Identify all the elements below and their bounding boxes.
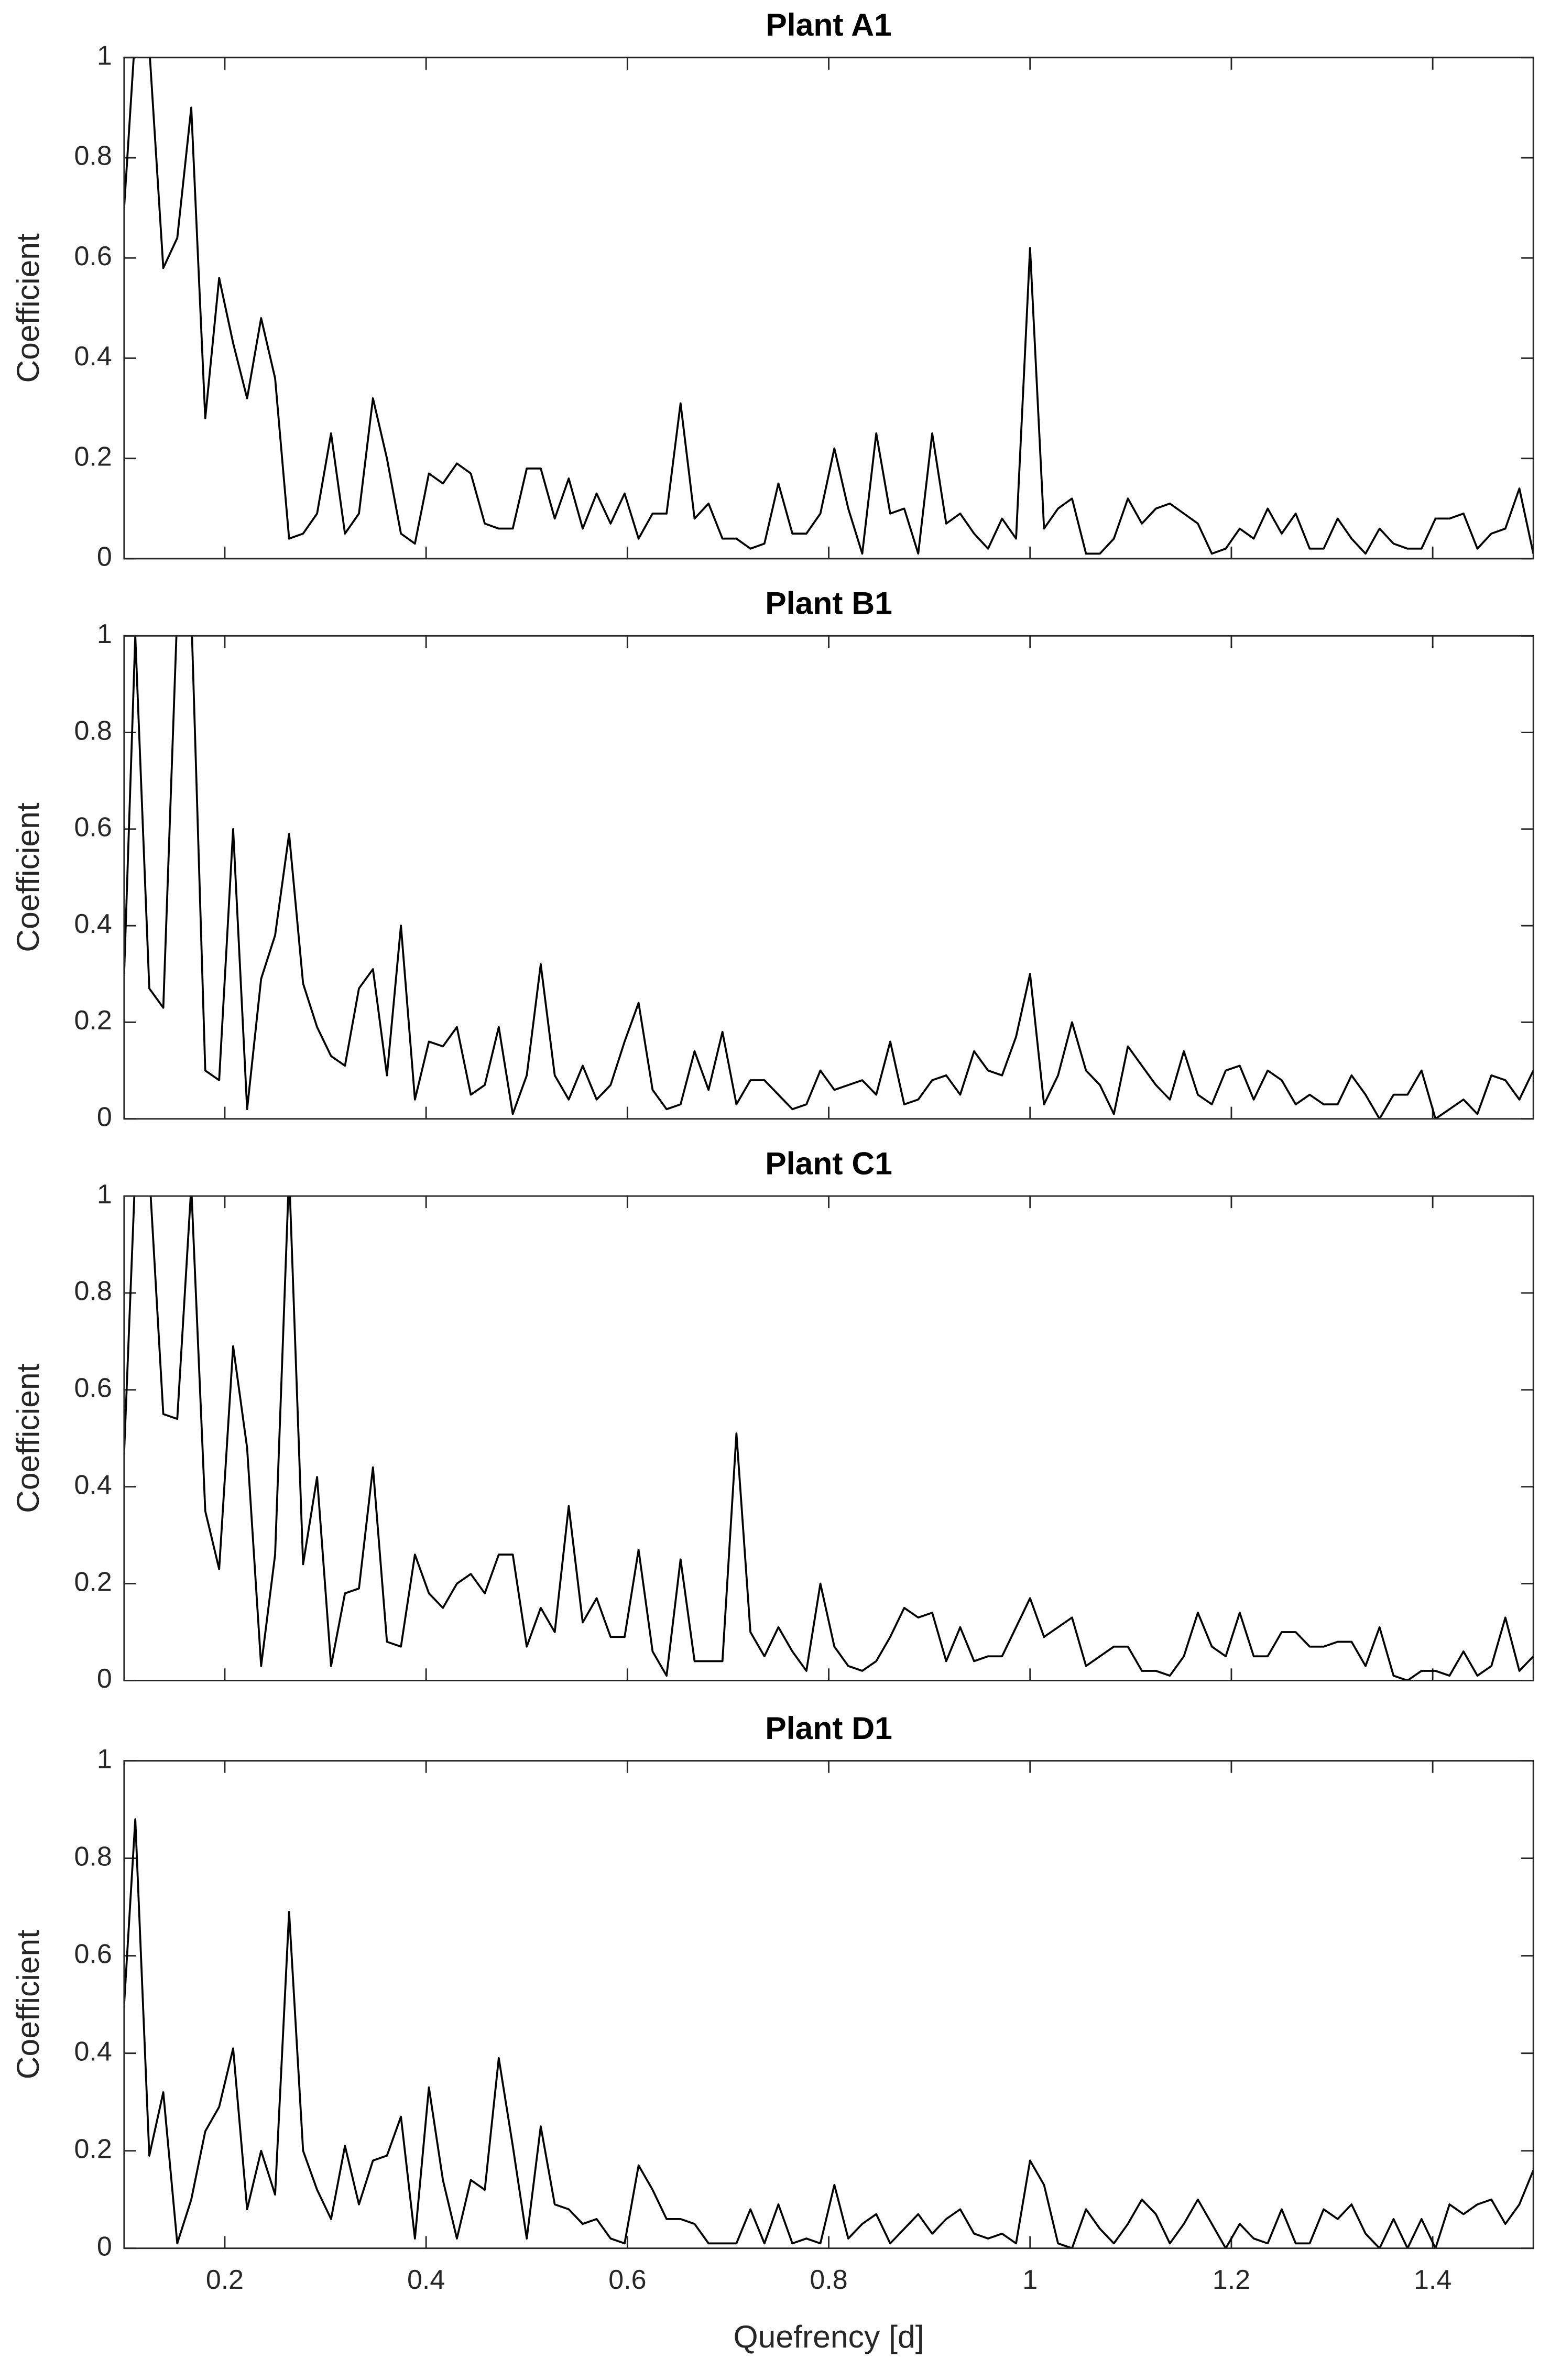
y-tick-label: 0.4	[74, 909, 112, 939]
y-tick-label: 0	[97, 1664, 112, 1694]
x-tick-label: 0.4	[407, 2265, 445, 2295]
y-tick-label: 0.8	[74, 1841, 112, 1872]
y-axis-label: Coefficient	[10, 1930, 46, 2080]
y-tick-label: 0.2	[74, 1005, 112, 1036]
y-tick-label: 0.4	[74, 1470, 112, 1500]
axes-box	[123, 1760, 1534, 2249]
y-tick-label: 0.6	[74, 812, 112, 843]
panel-title: Plant D1	[765, 1710, 892, 1746]
axes-box	[123, 57, 1534, 560]
data-line	[124, 636, 1534, 1119]
y-tick-label: 1	[97, 1179, 112, 1210]
y-tick-label: 0	[97, 542, 112, 572]
data-line	[124, 1196, 1534, 1681]
panel-title: Plant A1	[766, 7, 891, 42]
x-tick-label: 1.2	[1213, 2265, 1250, 2295]
y-tick-label: 0.4	[74, 2036, 112, 2067]
y-tick-label: 0.2	[74, 2134, 112, 2164]
y-tick-label: 0.8	[74, 141, 112, 171]
y-tick-label: 1	[97, 1744, 112, 1774]
panel-title: Plant C1	[765, 1145, 892, 1181]
axes-box	[123, 635, 1534, 1120]
y-tick-label: 0.8	[74, 1276, 112, 1307]
x-tick-label: 1.4	[1414, 2265, 1451, 2295]
panel-title: Plant B1	[765, 585, 892, 621]
x-tick-label: 0.6	[608, 2265, 646, 2295]
y-tick-label: 0.6	[74, 1373, 112, 1404]
y-tick-label: 1	[97, 619, 112, 649]
y-tick-label: 1	[97, 41, 112, 71]
data-line	[124, 1818, 1534, 2248]
x-axis-label: Quefrency [d]	[733, 2319, 924, 2354]
y-axis-label: Coefficient	[10, 802, 46, 952]
y-tick-label: 0.2	[74, 441, 112, 472]
y-axis-label: Coefficient	[10, 233, 46, 383]
y-tick-label: 0	[97, 1102, 112, 1132]
y-tick-label: 0.2	[74, 1567, 112, 1597]
y-tick-label: 0	[97, 2231, 112, 2262]
y-tick-label: 0.8	[74, 715, 112, 746]
y-tick-label: 0.4	[74, 341, 112, 372]
axes-box	[123, 1195, 1534, 1681]
y-tick-label: 0.6	[74, 241, 112, 271]
x-tick-label: 0.8	[810, 2265, 847, 2295]
data-line	[124, 57, 1534, 555]
y-axis-label: Coefficient	[10, 1363, 46, 1513]
x-tick-label: 0.2	[206, 2265, 244, 2295]
y-tick-label: 0.6	[74, 1939, 112, 1969]
x-tick-label: 1	[1022, 2265, 1038, 2295]
